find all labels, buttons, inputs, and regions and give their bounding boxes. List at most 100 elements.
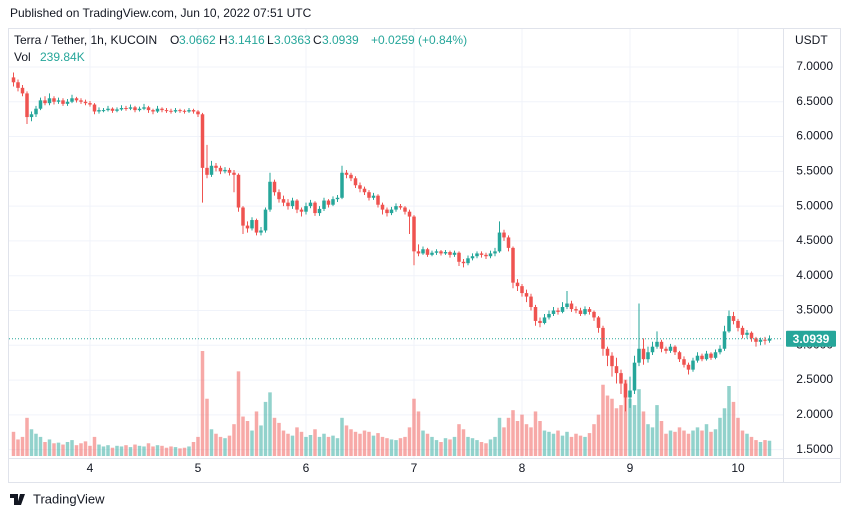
volume-bar (740, 430, 745, 456)
volume-bar (520, 414, 524, 456)
volume-bar (151, 446, 155, 456)
volume-bar (272, 417, 277, 456)
volume-bar (380, 436, 385, 456)
volume-bar (722, 408, 727, 456)
volume-bar (155, 445, 160, 456)
candle-body (551, 310, 556, 314)
y-tick-label: 4.0000 (796, 268, 833, 282)
candle-body (56, 100, 61, 102)
candle-body (340, 172, 344, 198)
volume-bar (169, 446, 173, 456)
volume-bar (542, 430, 547, 456)
volume-bar (434, 440, 439, 456)
y-tick-label: 3.5000 (796, 303, 833, 317)
candle-body (250, 220, 254, 229)
volume-bar (133, 444, 137, 456)
volume-bar (754, 440, 758, 456)
volume-bar (664, 433, 668, 456)
candle-body (578, 310, 583, 314)
candle-body (214, 165, 218, 168)
volume-bar (551, 433, 556, 456)
y-tick-label: 7.0000 (796, 59, 833, 73)
candle-body (155, 108, 160, 112)
brand-name: TradingView (33, 491, 105, 506)
volume-bar (344, 425, 349, 456)
candle-body (11, 77, 16, 83)
candle-body (610, 355, 614, 367)
candle-body (398, 206, 403, 208)
candle-body (430, 252, 434, 255)
volume-bar (439, 442, 443, 456)
volume-bar (394, 440, 398, 456)
volume-bar (650, 427, 655, 456)
grid (9, 28, 783, 458)
ohlc-value: 3.0662 (179, 33, 216, 47)
ohlc-value: 3.1416 (228, 33, 265, 47)
volume-bar (556, 430, 560, 456)
price-axis: 1.50002.00002.50003.00003.50004.00004.50… (87, 59, 836, 475)
volume-bar (61, 444, 65, 456)
candle-body (200, 114, 205, 168)
candle-body (380, 204, 385, 210)
volume-bar (353, 431, 358, 456)
volume-bar (731, 401, 736, 456)
candle-body (313, 202, 317, 214)
volume-bar (119, 446, 124, 456)
candle-layer (9, 72, 783, 412)
candle-body (655, 341, 659, 347)
y-tick-label: 4.5000 (796, 233, 833, 247)
candle-body (448, 252, 452, 255)
candle-body (569, 303, 574, 310)
volume-bar (376, 433, 380, 456)
candle-body (682, 359, 686, 365)
candle-body (529, 296, 533, 308)
volume-bar (313, 429, 317, 456)
candle-body (488, 253, 493, 257)
volume-bar (137, 445, 142, 456)
volume-bar (736, 417, 740, 456)
volume-bar (632, 405, 637, 456)
volume-bar (371, 435, 376, 456)
volume-bar (452, 436, 457, 456)
candle-body (466, 258, 470, 264)
volume-bar (448, 439, 452, 456)
candle-body (767, 338, 772, 341)
candle-body (353, 178, 358, 186)
candle-body (475, 253, 479, 257)
volume-bar (299, 431, 304, 456)
volume-bar (65, 442, 70, 456)
volume-bar (497, 417, 502, 456)
candle-body (650, 346, 655, 353)
last-price-box (786, 330, 836, 347)
axis-unit: USDT (795, 33, 828, 47)
volume-bar (20, 436, 25, 456)
candle-body (16, 82, 20, 88)
candle-body (326, 200, 331, 205)
volume-bar (362, 430, 367, 456)
volume-bar (502, 427, 506, 456)
candle-body (344, 172, 349, 175)
candle-body (416, 251, 421, 254)
candle-body (146, 107, 151, 111)
volume-bar (227, 435, 232, 456)
candle-body (160, 108, 164, 111)
candle-body (371, 195, 376, 198)
candle-body (754, 338, 758, 342)
volume-bar (623, 379, 628, 456)
candle-body (97, 110, 101, 112)
volume-bar (182, 447, 187, 456)
y-tick-label: 1.5000 (796, 442, 833, 456)
volume-bar (56, 442, 61, 456)
volume-bar (691, 430, 695, 456)
candle-body (151, 110, 155, 112)
volume-bar (47, 439, 52, 456)
candle-body (763, 339, 767, 341)
volume-bar (605, 395, 610, 456)
volume-bar (407, 427, 412, 456)
volume-bar (412, 398, 416, 456)
candle-body (511, 247, 515, 283)
ohlc-label: H (219, 33, 228, 47)
candle-body (178, 110, 182, 112)
volume-bar (475, 440, 479, 456)
candle-body (367, 192, 371, 198)
